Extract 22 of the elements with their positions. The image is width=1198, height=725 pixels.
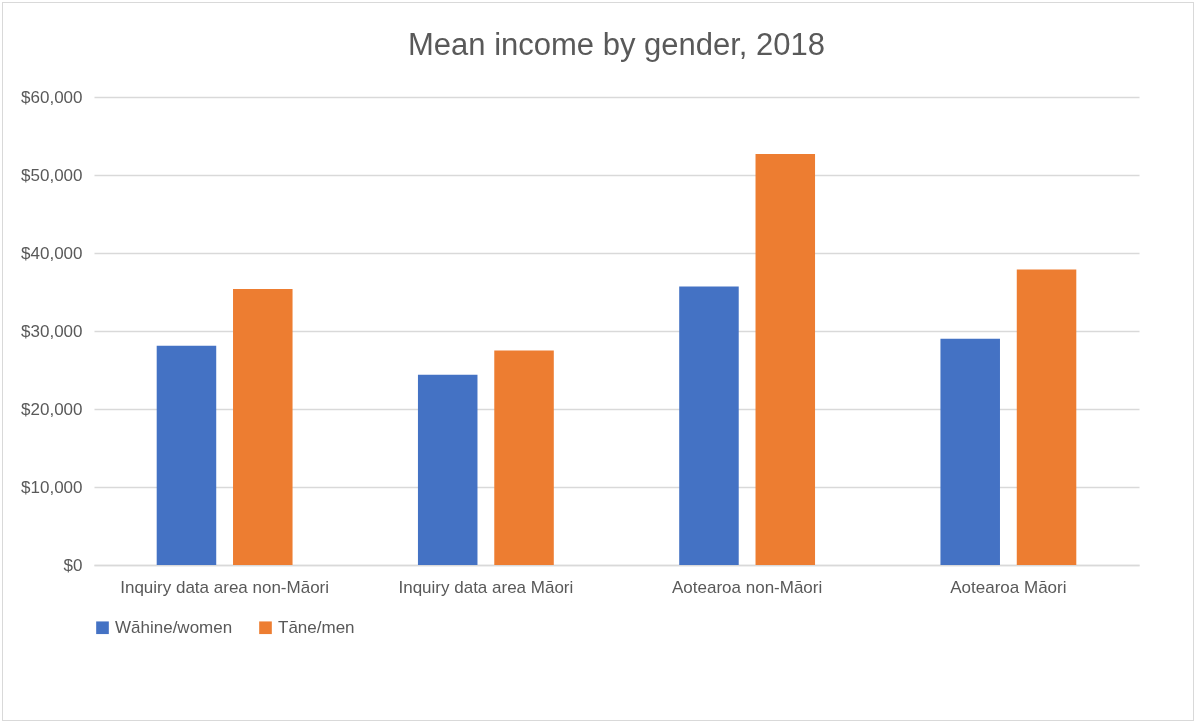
bar xyxy=(494,350,554,565)
x-tick-label: Inquiry data area non-Māori xyxy=(120,577,330,597)
bar xyxy=(233,288,293,565)
chart-title: Mean income by gender, 2018 xyxy=(407,27,826,62)
x-tick-label: Aotearoa non-Māori xyxy=(671,577,823,597)
bar xyxy=(755,153,816,565)
bar xyxy=(156,345,217,565)
y-tick-label: $50,000 xyxy=(21,165,83,185)
y-tick-label: $10,000 xyxy=(21,477,83,497)
x-tick-label: Inquiry data area Māori xyxy=(398,577,574,597)
x-tick-label: Aotearoa Māori xyxy=(950,577,1067,597)
bar xyxy=(940,338,1000,565)
y-tick-label: $60,000 xyxy=(21,87,83,107)
bar xyxy=(679,286,739,565)
legend-label: Tāne/men xyxy=(278,617,355,637)
legend-label: Wāhine/women xyxy=(115,617,233,637)
y-tick-label: $40,000 xyxy=(21,243,83,263)
y-tick-label: $20,000 xyxy=(21,399,83,419)
bar xyxy=(1016,269,1077,565)
bar xyxy=(417,374,478,565)
y-tick-label: $0 xyxy=(63,555,83,575)
y-tick-label: $30,000 xyxy=(21,321,83,341)
